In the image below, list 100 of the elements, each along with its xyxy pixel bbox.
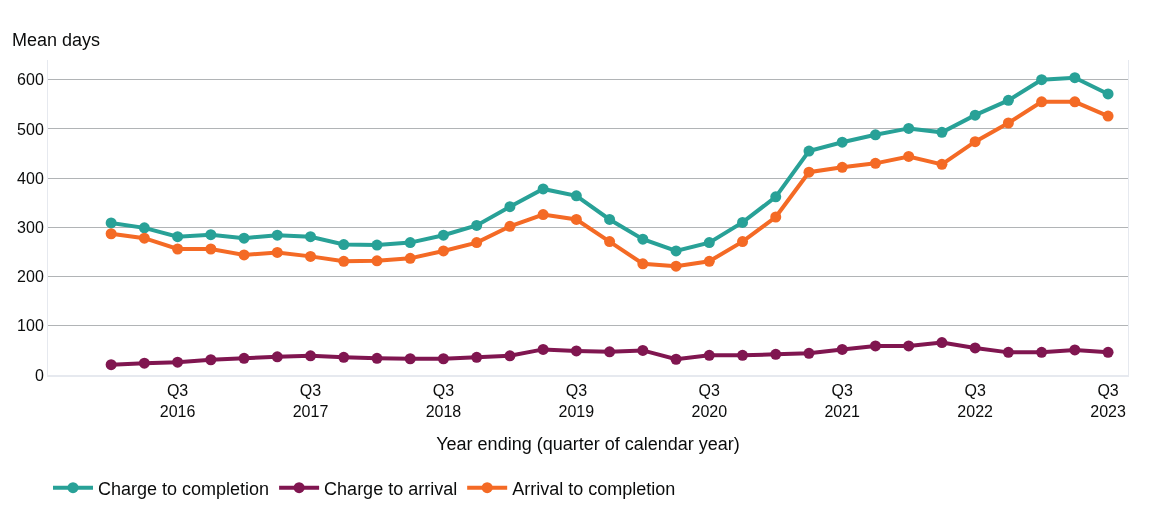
x-tick-label: Q3 2021 [824, 382, 861, 420]
x-tick-label: Q3 2022 [957, 382, 994, 420]
y-tick-label: 0 [34, 366, 44, 384]
point [471, 237, 483, 249]
point [138, 357, 150, 369]
point [903, 122, 915, 134]
point [869, 129, 881, 141]
point [737, 236, 749, 248]
point [936, 337, 948, 349]
point [936, 158, 948, 170]
x-tick-label: Q3 2017 [292, 382, 329, 420]
point [903, 340, 915, 352]
point [770, 348, 782, 360]
point [105, 217, 117, 229]
point [338, 351, 350, 363]
point [803, 347, 815, 359]
point [305, 350, 317, 362]
point [737, 216, 749, 228]
point [1002, 346, 1014, 358]
x-tick-label: Q3 2023 [1090, 382, 1126, 420]
point [271, 246, 283, 258]
point [205, 229, 217, 241]
point [105, 359, 117, 371]
legend-label: Charge to arrival [324, 478, 458, 499]
point [504, 350, 516, 362]
point [371, 239, 383, 251]
point [869, 157, 881, 169]
point [803, 145, 815, 157]
y-tick-label: 100 [17, 317, 44, 335]
point [903, 150, 915, 162]
point [637, 233, 649, 245]
point [570, 213, 582, 225]
legend-label: Arrival to completion [512, 478, 676, 499]
point [238, 249, 250, 261]
x-tick-label: Q3 2020 [691, 382, 728, 420]
point [1102, 346, 1114, 358]
point [604, 236, 616, 248]
point [404, 353, 416, 365]
point [670, 260, 682, 272]
y-tick-label: 300 [17, 218, 44, 236]
point [437, 245, 449, 257]
point [172, 231, 184, 243]
point [604, 346, 616, 358]
point [637, 344, 649, 356]
point [770, 191, 782, 203]
point [271, 229, 283, 241]
point [1036, 96, 1048, 108]
point [1069, 72, 1081, 84]
x-tick-label: Q3 2018 [425, 382, 462, 420]
point [138, 222, 150, 234]
point [1069, 344, 1081, 356]
point [1036, 74, 1048, 86]
point [969, 136, 981, 148]
y-tick-label: 400 [17, 169, 44, 187]
point [537, 183, 549, 195]
point [570, 190, 582, 202]
point [703, 349, 715, 361]
point [437, 353, 449, 365]
point [537, 209, 549, 221]
point [105, 228, 117, 240]
x-tick-label: Q3 2016 [159, 382, 196, 420]
point [1102, 110, 1114, 122]
point [869, 340, 881, 352]
point [836, 161, 848, 173]
point [238, 352, 250, 364]
point [404, 252, 416, 264]
point [238, 232, 250, 244]
x-axis-title: Year ending (quarter of calendar year) [436, 433, 740, 454]
point [836, 343, 848, 355]
point [172, 243, 184, 255]
point [504, 220, 516, 232]
point [404, 237, 416, 249]
point [338, 255, 350, 267]
x-tick-label: Q3 2019 [558, 382, 595, 420]
point [371, 255, 383, 267]
y-axis-title: Mean days [12, 30, 101, 50]
point [770, 211, 782, 223]
point [936, 126, 948, 138]
point [969, 342, 981, 354]
point [670, 353, 682, 365]
point [1002, 94, 1014, 106]
y-tick-label: 500 [17, 120, 44, 138]
point [604, 213, 616, 225]
point [205, 354, 217, 366]
point [803, 166, 815, 178]
point [1069, 96, 1081, 108]
point [338, 239, 350, 251]
point [471, 351, 483, 363]
point [138, 232, 150, 244]
point [371, 352, 383, 364]
point [1002, 117, 1014, 129]
point [305, 250, 317, 262]
point [737, 349, 749, 361]
point [703, 255, 715, 267]
point [836, 136, 848, 148]
point [1102, 88, 1114, 100]
point [271, 351, 283, 363]
point [570, 345, 582, 357]
y-tick-label: 600 [17, 71, 44, 89]
point [969, 109, 981, 121]
